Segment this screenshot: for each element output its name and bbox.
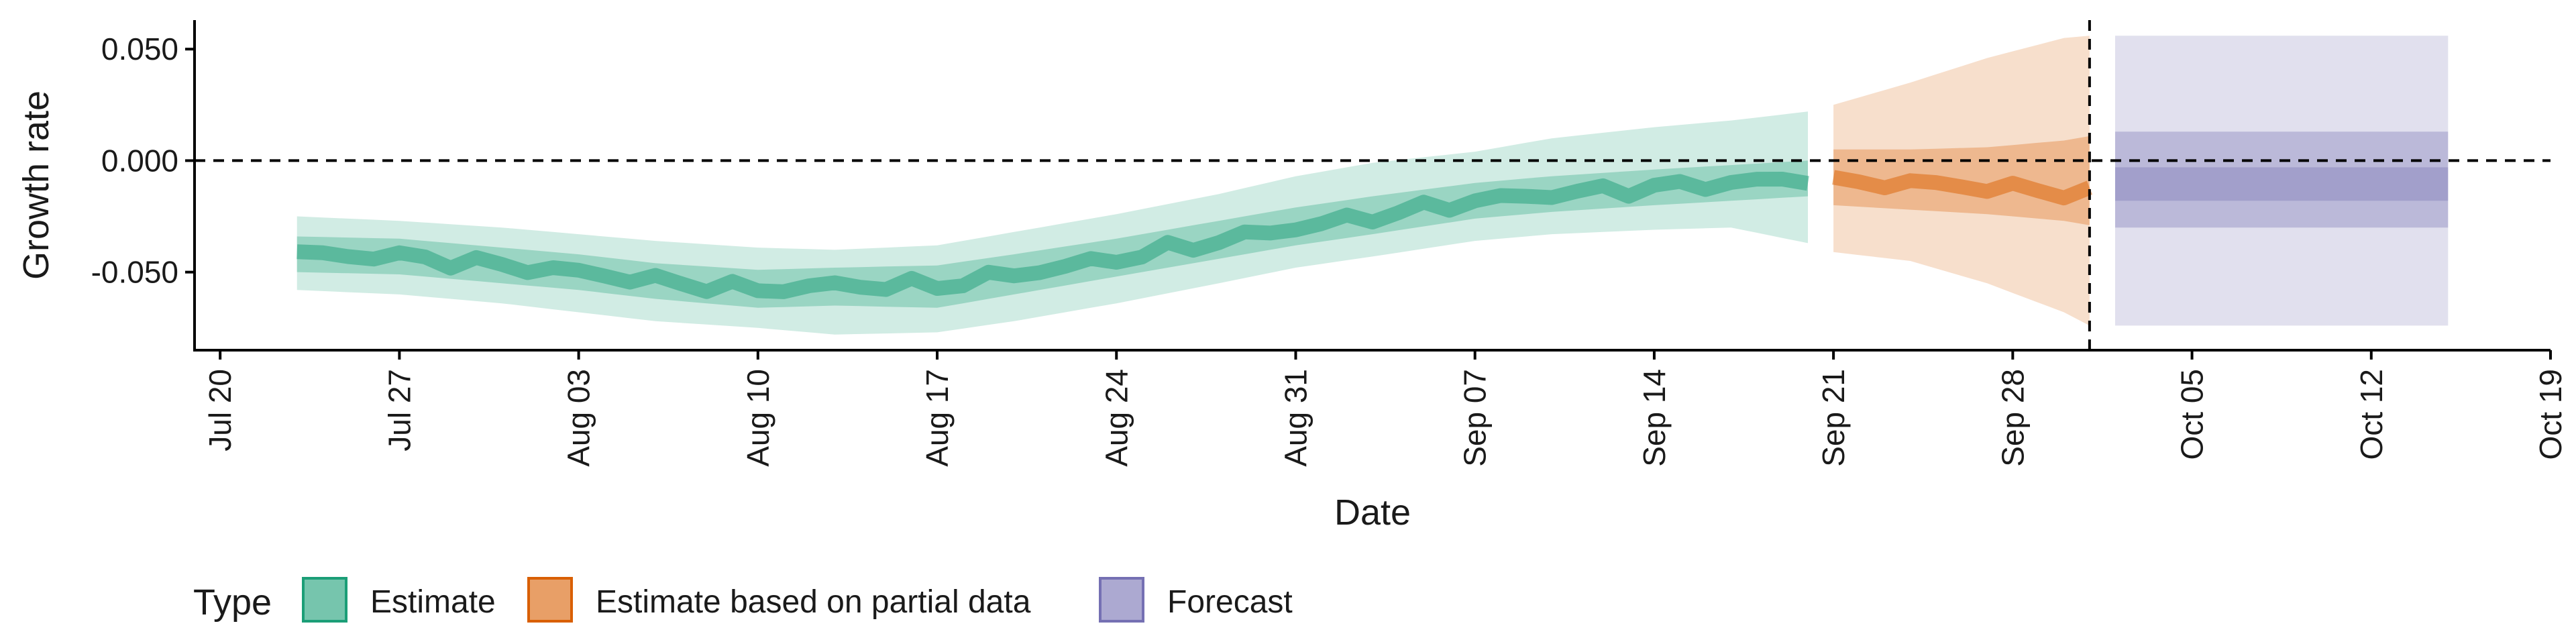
legend-item-label: Estimate [370,584,496,620]
x-tick-label: Aug 10 [741,369,775,467]
legend-title: Type [193,582,272,623]
x-tick-label: Aug 03 [561,369,596,467]
y-axis-ticks: 0.050 0.000 -0.050 [91,32,195,290]
legend-item-label: Estimate based on partial data [596,584,1031,620]
median-lines [297,170,2093,299]
forecast-band-90 [2115,36,2449,326]
x-tick-label: Sep 28 [1995,369,2030,467]
x-tick-label: Oct 19 [2533,369,2568,460]
estimate-median-line [297,172,1809,299]
legend-swatch [302,577,347,623]
y-tick-label: 0.000 [101,143,178,178]
plot-area [195,20,2551,350]
x-axis-ticks: Jul 20 Jul 27 Aug 03 Aug 10 Aug 17 Aug 24 Aug … [203,350,2568,467]
x-axis-title: Date [1334,492,1411,533]
bands-outer [2115,131,2449,228]
x-tick-label: Sep 21 [1816,369,1851,467]
y-tick-label: 0.050 [101,32,178,66]
x-tick-label: Jul 20 [203,369,237,451]
y-axis-title: Growth rate [16,91,56,280]
x-tick-label: Sep 14 [1637,369,1672,467]
x-tick-label: Oct 05 [2175,369,2210,460]
legend-swatch [527,577,573,623]
estimate-band-90 [297,111,1809,335]
y-tick-label: -0.050 [91,255,178,290]
x-tick-label: Aug 17 [920,369,955,467]
legend: Type Estimate Estimate based on partial d… [193,577,1293,623]
x-tick-label: Jul 27 [382,369,417,451]
x-tick-label: Sep 07 [1458,369,1493,467]
x-tick-label: Oct 12 [2354,369,2389,460]
x-tick-label: Aug 31 [1278,369,1313,467]
forecast-band-50 [2115,167,2449,201]
legend-swatch [1099,577,1144,623]
partial-median-line [1832,170,2093,206]
forecast-band-outer [2115,131,2449,228]
x-tick-label: Aug 24 [1099,369,1134,467]
legend-item-label: Forecast [1167,584,1293,620]
